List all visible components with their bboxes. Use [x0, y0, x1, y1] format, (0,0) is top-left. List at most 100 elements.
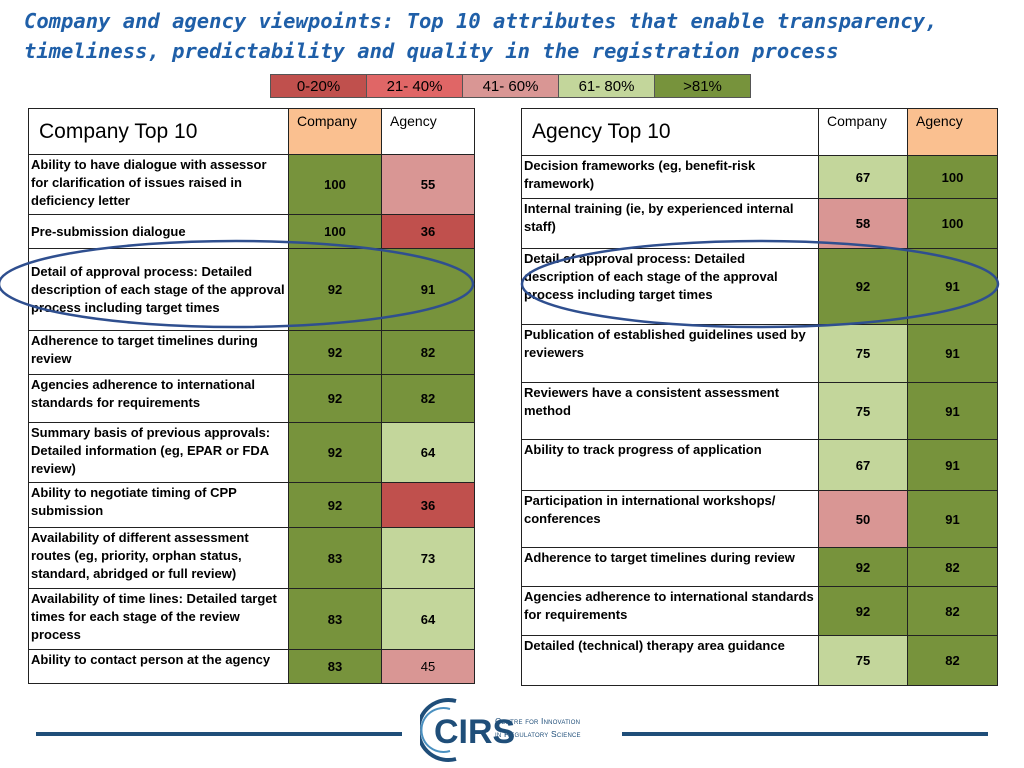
company-score: 67	[818, 439, 908, 491]
table-row: Internal training (ie, by experienced in…	[521, 198, 998, 249]
company-score: 92	[818, 547, 908, 587]
logo-tagline-1: Centre for Innovation	[495, 716, 581, 726]
attribute-cell: Detail of approval process: Detailed des…	[521, 248, 819, 325]
table-row: Pre-submission dialogue 100 36	[28, 214, 475, 249]
column-header-company: Company	[288, 108, 382, 155]
attribute-cell: Reviewers have a consistent assessment m…	[521, 382, 819, 440]
attribute-cell: Adherence to target timelines during rev…	[521, 547, 819, 587]
attribute-cell: Adherence to target timelines during rev…	[28, 330, 289, 375]
agency-score: 91	[907, 490, 998, 548]
legend-item: 21- 40%	[367, 75, 462, 97]
attribute-cell: Agencies adherence to international stan…	[521, 586, 819, 636]
company-score: 83	[288, 527, 382, 589]
company-score: 100	[288, 154, 382, 215]
company-score: 92	[288, 374, 382, 423]
attribute-cell: Ability to track progress of application	[521, 439, 819, 491]
company-score: 83	[288, 588, 382, 650]
company-score: 100	[288, 214, 382, 249]
attribute-cell: Detail of approval process: Detailed des…	[28, 248, 289, 331]
agency-score: 82	[381, 374, 475, 423]
table-heading: Agency Top 10	[521, 108, 819, 156]
agency-score: 82	[907, 635, 998, 686]
company-score: 67	[818, 155, 908, 199]
company-top10-table: Company Top 10 Company Agency Ability to…	[28, 108, 475, 684]
company-score: 75	[818, 382, 908, 440]
attribute-cell: Detailed (technical) therapy area guidan…	[521, 635, 819, 686]
legend-item: 0-20%	[271, 75, 366, 97]
table-row: Detail of approval process: Detailed des…	[521, 248, 998, 325]
agency-score: 82	[381, 330, 475, 375]
table-row: Adherence to target timelines during rev…	[521, 547, 998, 587]
company-score: 75	[818, 635, 908, 686]
attribute-cell: Agencies adherence to international stan…	[28, 374, 289, 423]
company-score: 83	[288, 649, 382, 684]
company-score: 75	[818, 324, 908, 383]
column-header-company: Company	[818, 108, 908, 156]
color-legend: 0-20% 21- 40% 41- 60% 61- 80% >81%	[270, 74, 751, 98]
attribute-cell: Availability of different assessment rou…	[28, 527, 289, 589]
agency-score: 82	[907, 586, 998, 636]
company-score: 92	[288, 422, 382, 483]
table-row: Agencies adherence to international stan…	[521, 586, 998, 636]
table-heading: Company Top 10	[28, 108, 289, 155]
cirs-logo: CIRS	[420, 698, 515, 762]
attribute-cell: Availability of time lines: Detailed tar…	[28, 588, 289, 650]
table-row: Detailed (technical) therapy area guidan…	[521, 635, 998, 686]
attribute-cell: Decision frameworks (eg, benefit-risk fr…	[521, 155, 819, 199]
company-score: 92	[288, 330, 382, 375]
table-row: Summary basis of previous approvals: Det…	[28, 422, 475, 483]
table-row: Availability of different assessment rou…	[28, 527, 475, 589]
logo-tagline-2: in Regulatory Science	[495, 729, 581, 739]
table-row: Ability to negotiate timing of CPP submi…	[28, 482, 475, 528]
agency-score: 100	[907, 198, 998, 249]
logo-swoosh-icon	[420, 698, 457, 762]
attribute-cell: Pre-submission dialogue	[28, 214, 289, 249]
table-row: Decision frameworks (eg, benefit-risk fr…	[521, 155, 998, 199]
attribute-cell: Summary basis of previous approvals: Det…	[28, 422, 289, 483]
agency-score: 36	[381, 214, 475, 249]
agency-score: 91	[907, 248, 998, 325]
table-row: Ability to contact person at the agency …	[28, 649, 475, 684]
company-score: 50	[818, 490, 908, 548]
legend-item: >81%	[655, 75, 750, 97]
company-score: 92	[818, 586, 908, 636]
logo-swoosh-inner-icon	[420, 707, 451, 753]
table-row: Ability to have dialogue with assessor f…	[28, 154, 475, 215]
company-score: 92	[288, 248, 382, 331]
table-header-row: Company Top 10 Company Agency	[28, 108, 475, 155]
company-score: 92	[288, 482, 382, 528]
attribute-cell: Publication of established guidelines us…	[521, 324, 819, 383]
agency-score: 82	[907, 547, 998, 587]
agency-score: 91	[907, 439, 998, 491]
attribute-cell: Participation in international workshops…	[521, 490, 819, 548]
agency-score: 45	[381, 649, 475, 684]
attribute-cell: Internal training (ie, by experienced in…	[521, 198, 819, 249]
attribute-cell: Ability to negotiate timing of CPP submi…	[28, 482, 289, 528]
table-row: Participation in international workshops…	[521, 490, 998, 548]
table-row: Detail of approval process: Detailed des…	[28, 248, 475, 331]
footer-rule-right	[622, 732, 988, 736]
table-row: Agencies adherence to international stan…	[28, 374, 475, 423]
agency-score: 91	[907, 324, 998, 383]
legend-item: 41- 60%	[463, 75, 558, 97]
agency-score: 73	[381, 527, 475, 589]
agency-score: 55	[381, 154, 475, 215]
table-row: Availability of time lines: Detailed tar…	[28, 588, 475, 650]
agency-top10-table: Agency Top 10 Company Agency Decision fr…	[521, 108, 998, 686]
table-row: Reviewers have a consistent assessment m…	[521, 382, 998, 440]
agency-score: 91	[381, 248, 475, 331]
column-header-agency: Agency	[381, 108, 475, 155]
agency-score: 64	[381, 588, 475, 650]
legend-item: 61- 80%	[559, 75, 654, 97]
agency-score: 64	[381, 422, 475, 483]
footer-rule-left	[36, 732, 402, 736]
table-header-row: Agency Top 10 Company Agency	[521, 108, 998, 156]
column-header-agency: Agency	[907, 108, 998, 156]
table-row: Publication of established guidelines us…	[521, 324, 998, 383]
attribute-cell: Ability to have dialogue with assessor f…	[28, 154, 289, 215]
agency-score: 36	[381, 482, 475, 528]
company-score: 58	[818, 198, 908, 249]
agency-score: 91	[907, 382, 998, 440]
table-row: Adherence to target timelines during rev…	[28, 330, 475, 375]
attribute-cell: Ability to contact person at the agency	[28, 649, 289, 684]
